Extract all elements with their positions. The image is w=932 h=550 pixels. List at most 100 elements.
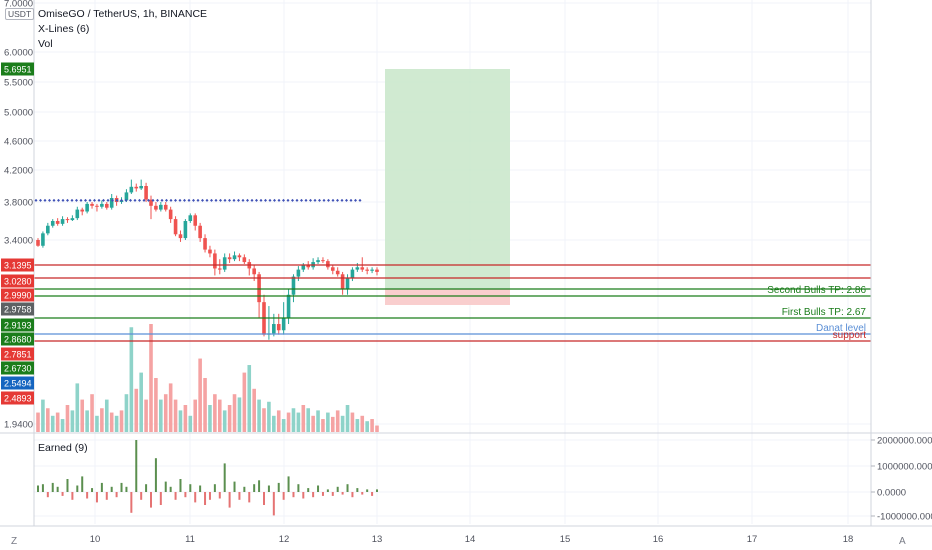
x-line-marker (183, 198, 186, 202)
volume-bar (124, 394, 129, 432)
candle-body (232, 255, 237, 260)
indicator-xlines[interactable]: X-Lines (6) (38, 23, 90, 35)
candle-body (75, 209, 80, 219)
price-tick-label: 4.2000 (4, 166, 33, 177)
symbol-title[interactable]: OmiseGO / TetherUS, 1h, BINANCE (38, 8, 208, 20)
earned-bar (287, 476, 290, 492)
x-line-marker (160, 198, 164, 202)
earned-bar (218, 492, 221, 499)
x-line-marker (268, 198, 272, 202)
candle-body (321, 260, 325, 262)
candle-body (198, 225, 202, 239)
x-line-marker (273, 198, 276, 202)
x-line-marker (354, 198, 357, 202)
earned-bar (174, 492, 177, 500)
candle-body (134, 186, 139, 189)
x-line-marker (228, 198, 231, 202)
volume-bar (203, 378, 207, 432)
volume-bar (365, 421, 369, 432)
x-line-marker (313, 198, 317, 202)
candle-body (55, 221, 60, 224)
candle-body (159, 204, 163, 210)
price-badge-label: 2.7851 (4, 349, 32, 359)
earned-bar (376, 489, 378, 492)
auto-scale-button[interactable]: A (899, 536, 906, 547)
x-line-marker (304, 198, 308, 202)
candle-body (183, 221, 188, 239)
currency-badge[interactable]: USDT (5, 8, 35, 20)
x-line-marker (192, 198, 195, 202)
indicator-volume[interactable]: Vol (38, 38, 53, 50)
earned-bar (346, 484, 349, 492)
x-line-marker (147, 198, 150, 202)
x-line-marker (142, 198, 146, 202)
volume-bar (326, 412, 330, 432)
time-tick-label: 15 (560, 534, 571, 545)
earned-bar (312, 492, 315, 498)
price-badge-label: 2.6730 (4, 363, 32, 373)
candle-body (85, 203, 89, 212)
earned-bar (135, 440, 138, 492)
price-tick-label: 7.0000 (4, 0, 33, 10)
x-line-marker (52, 198, 56, 202)
volume-bar (301, 405, 306, 432)
x-line-marker (210, 198, 213, 202)
volume-bar (90, 394, 94, 432)
timezone-corner-button[interactable]: Z (11, 536, 18, 547)
x-line-marker (178, 198, 182, 202)
x-line-marker (79, 198, 83, 202)
sub-axis-tick-label: 0.0000 (877, 488, 906, 499)
time-tick-label: 11 (185, 534, 195, 545)
price-badge (1, 318, 34, 332)
earned-bar (336, 486, 339, 492)
x-line-marker (282, 198, 285, 202)
x-line-marker (219, 198, 222, 202)
earned-bar (194, 492, 197, 503)
earned-bar (159, 492, 162, 505)
volume-bar (104, 399, 109, 432)
candle-body (217, 268, 222, 270)
candle-body (350, 269, 355, 278)
sub-pane-title[interactable]: Earned (9) (38, 442, 88, 454)
earned-bar (253, 484, 256, 492)
price-badge (1, 274, 34, 288)
volume-bar (95, 415, 99, 432)
candle-body (109, 198, 114, 208)
price-badge-label: 2.4893 (4, 393, 32, 403)
x-line-marker (84, 198, 87, 202)
volume-bar (217, 399, 222, 432)
volume-bar (149, 324, 153, 432)
x-line-marker (255, 198, 258, 202)
earned-bar (297, 484, 300, 492)
candle-body (129, 186, 134, 193)
earned-bar (37, 485, 39, 492)
volume-bar (60, 419, 65, 432)
x-line-marker (340, 198, 344, 202)
price-badge-label: 3.0280 (4, 276, 32, 286)
candle-body (90, 203, 94, 206)
candle-body (80, 209, 85, 212)
x-line-marker (34, 198, 38, 202)
volume-bar (272, 415, 276, 432)
earned-bar (258, 480, 261, 492)
candle-body (154, 205, 158, 210)
volume-bar (70, 410, 75, 432)
candle-body (65, 219, 70, 221)
time-tick-label: 10 (90, 534, 101, 545)
volume-bar (109, 412, 114, 432)
volume-bar (193, 399, 198, 432)
earned-bar (263, 492, 265, 505)
volume-bar (41, 399, 45, 432)
level-line-label: Second Bulls TP: 2.86 (767, 285, 866, 296)
candle-body (345, 277, 350, 289)
candle-body (203, 238, 207, 250)
price-badge (1, 258, 34, 272)
candle-body (222, 257, 227, 270)
volume-bar (129, 327, 134, 432)
earned-bar (169, 486, 172, 492)
volume-bar (330, 416, 335, 432)
volume-bar (159, 399, 163, 432)
volume-bar (311, 415, 315, 432)
